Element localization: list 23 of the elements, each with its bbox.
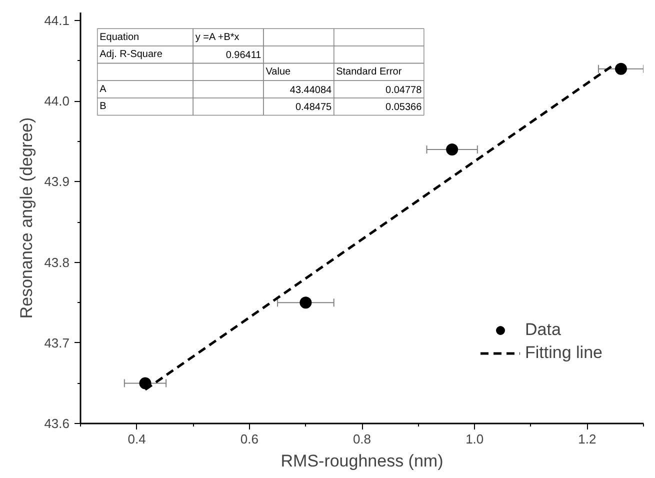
legend-label: Data (525, 320, 561, 340)
x-tick-label: 0.8 (352, 432, 372, 446)
y-tick-label: 43.8 (44, 254, 70, 270)
text: Adj. R-Square 0.96411 (100, 49, 262, 62)
y-tick-label: 43.6 (44, 416, 70, 431)
y-tick-label: 44.0 (44, 94, 70, 109)
x-axis-title: RMS-roughness (nm) (280, 452, 444, 470)
text: Equation y =A +B*x (100, 32, 240, 43)
point (300, 296, 312, 309)
x-tick-label: 1.0 (466, 432, 484, 446)
x-tick-label: 0.6 (240, 432, 258, 446)
y-tick-label: 43.7 (44, 335, 70, 350)
text: Value Standard Error (266, 66, 402, 78)
point (614, 62, 627, 75)
text: B 0.48475 0.05366 (100, 101, 422, 114)
y-axis-title: Resonance angle (degree) (17, 117, 36, 319)
y-tick-label: 44.1 (44, 13, 70, 28)
y-tick-label: 43.9 (44, 174, 70, 190)
x-tick-label: 1.2 (578, 432, 596, 446)
legend-label: Fitting line (525, 343, 602, 363)
point (446, 144, 458, 156)
x-tick-label: 0.4 (128, 432, 146, 446)
text: A 43.44084 0.04778 (100, 84, 422, 96)
